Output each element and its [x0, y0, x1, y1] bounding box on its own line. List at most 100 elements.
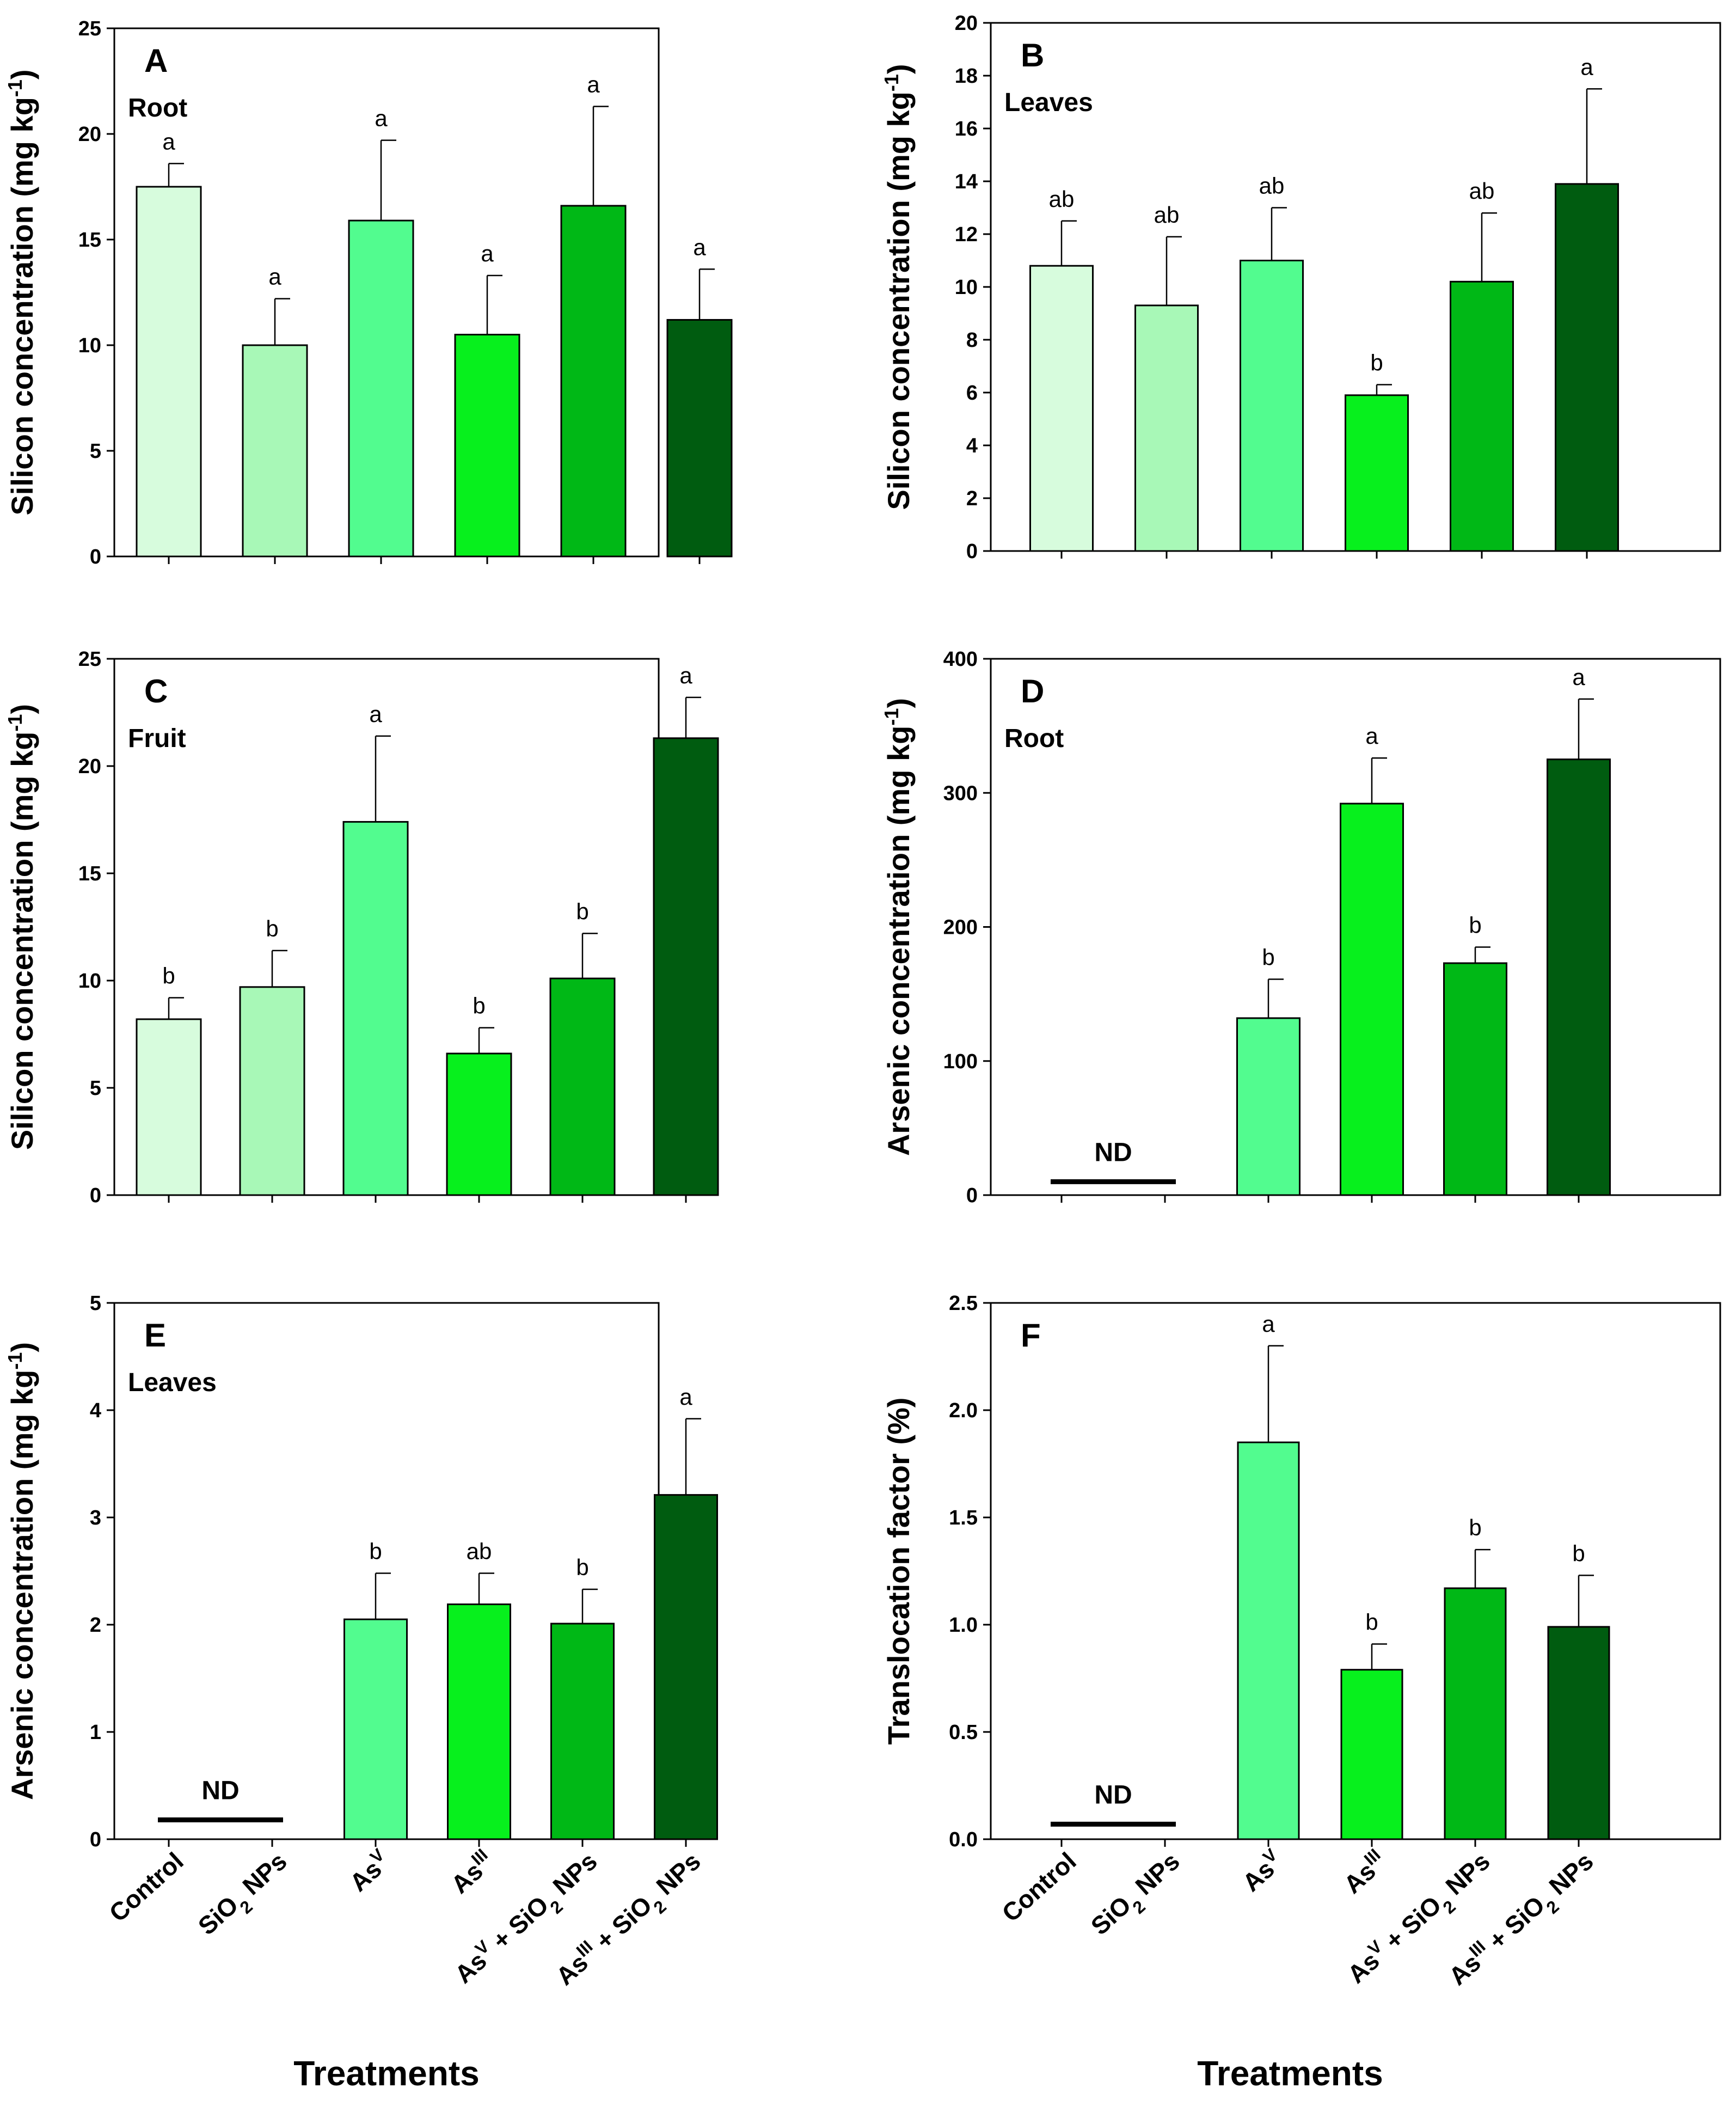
y-tick-label: 5 [90, 440, 101, 463]
text-part: NPs [646, 1847, 706, 1905]
bar [342, 821, 409, 1196]
panel-letter: F [1021, 1317, 1041, 1354]
y-tick-label: 1 [90, 1721, 101, 1744]
y-tick-label: 2 [90, 1614, 101, 1637]
y-tick-label: 5 [90, 1077, 101, 1100]
significance-letter: a [679, 1384, 692, 1410]
text-part: ) [5, 69, 39, 79]
significance-letter: a [1572, 664, 1585, 690]
y-tick-label: 20 [78, 755, 101, 778]
x-axis-title: Treatments [293, 2054, 479, 2093]
significance-letter: b [1370, 350, 1383, 375]
y-tick-label: 100 [943, 1050, 978, 1073]
significance-letter: b [1365, 1609, 1378, 1634]
significance-letter: a [1580, 54, 1593, 79]
y-tick-label: 10 [955, 276, 978, 299]
text-part: ) [881, 698, 916, 708]
text-part: Arsenic concentration (mg kg [5, 1370, 39, 1800]
category-label: AsV [1235, 1845, 1289, 1897]
text-part: SiO [193, 1890, 244, 1940]
panel-e: 0 1 2 3 4 5 Arsenic concentration (mg kg-1) E Le… [4, 1292, 718, 2093]
nd-label: ND [201, 1777, 239, 1805]
y-tick-label: 1.5 [949, 1507, 978, 1529]
panel-tissue-label: Leaves [1004, 88, 1093, 117]
bar [1547, 1626, 1610, 1840]
text-part: Control [103, 1847, 188, 1927]
significance-letter: b [576, 1554, 588, 1580]
significance-letter: ab [1049, 186, 1075, 212]
y-tick-label: 0 [966, 1184, 978, 1207]
significance-letter: a [268, 264, 281, 290]
text-part: Translocation factor (%) [881, 1398, 916, 1745]
significance-letter: ab [1259, 173, 1285, 199]
y-tick-label: 5 [90, 1292, 101, 1315]
category-label: Control [103, 1847, 188, 1927]
y-tick-label: 20 [78, 123, 101, 146]
text-part: ) [5, 1342, 39, 1352]
text-part: NPs [542, 1847, 603, 1905]
bar [549, 977, 616, 1196]
bar [454, 334, 520, 558]
text-part: -1 [4, 79, 26, 97]
panel-tissue-label: Leaves [128, 1368, 217, 1397]
bar [1443, 962, 1507, 1196]
panel-letter: B [1021, 37, 1044, 74]
y-tick-label: 15 [78, 229, 101, 252]
y-tick-label: 3 [90, 1507, 101, 1529]
panel-tissue-label: Root [128, 94, 187, 123]
significance-letter: b [473, 993, 485, 1019]
nd-label: ND [1094, 1780, 1132, 1809]
significance-letter: a [375, 106, 388, 131]
panel-tissue-label: Fruit [128, 724, 186, 753]
y-tick-label: 12 [955, 223, 978, 246]
bar [1555, 183, 1619, 552]
text-part: + SiO [1478, 1890, 1550, 1960]
text-part: -1 [4, 1352, 26, 1370]
panel-c: 0 5 10 15 20 25 Silicon concentration (mg kg-1… [4, 648, 719, 1207]
significance-letter: b [1469, 912, 1481, 938]
y-axis-label: Silicon concentration (mg kg-1) [880, 64, 916, 510]
y-tick-label: 0 [90, 546, 101, 568]
significance-letter: b [1572, 1540, 1585, 1566]
significance-letter: a [1262, 1311, 1275, 1337]
y-tick-label: 0 [90, 1828, 101, 1851]
significance-letter: ab [1469, 178, 1495, 204]
y-tick-label: 14 [955, 170, 978, 193]
category-label: Control [996, 1847, 1081, 1927]
significance-letter: a [481, 241, 494, 266]
category-label: AsIII [444, 1845, 499, 1899]
text-part: + SiO [482, 1890, 554, 1960]
text-part: -1 [4, 714, 26, 732]
bar [1236, 1017, 1301, 1196]
text-part: NPs [1435, 1847, 1495, 1905]
y-tick-label: 0 [90, 1184, 101, 1207]
significance-letter: b [369, 1538, 382, 1564]
panel-f: 0.0 0.5 1.0 1.5 2.0 2.5 Translocation factor (… [881, 1292, 1721, 2093]
text-part: NPs [1538, 1847, 1599, 1905]
bar [654, 1494, 718, 1840]
y-tick-label: 200 [943, 916, 978, 939]
text-part: SiO [1085, 1890, 1137, 1940]
bar [446, 1052, 512, 1196]
bar [653, 737, 719, 1196]
text-part: NPs [232, 1847, 292, 1905]
significance-letter: a [1365, 723, 1378, 749]
bar [1340, 803, 1404, 1196]
text-part: ) [881, 64, 916, 74]
significance-letter: a [679, 663, 692, 688]
bar [1134, 304, 1199, 552]
bar [343, 1618, 408, 1840]
y-axis-label: Translocation factor (%) [881, 1398, 916, 1745]
text-part: Silicon concentration (mg kg [5, 97, 39, 516]
significance-letter: a [693, 234, 706, 260]
y-tick-label: 1.0 [949, 1614, 978, 1637]
y-tick-label: 20 [955, 12, 978, 35]
category-label: SiO2 NPs [193, 1847, 298, 1946]
bar [1345, 394, 1409, 552]
category-label: SiO2 NPs [1085, 1847, 1191, 1946]
y-tick-label: 25 [78, 648, 101, 671]
y-tick-label: 2 [966, 487, 978, 510]
text-part: ) [5, 704, 39, 714]
significance-letter: a [587, 72, 600, 97]
